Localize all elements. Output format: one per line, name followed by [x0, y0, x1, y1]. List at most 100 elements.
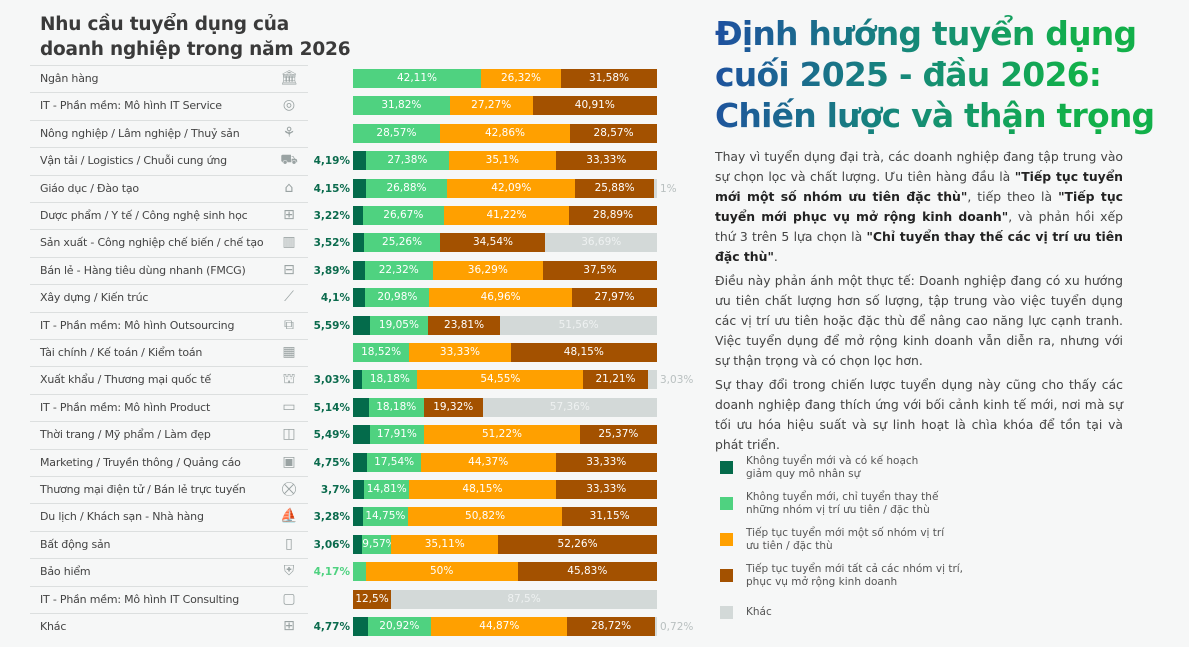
- legend-label: Tiếp tục tuyển mới một số nhóm vị trí ưu…: [746, 527, 945, 552]
- data-label: 25,88%: [594, 181, 635, 194]
- data-label: 48,15%: [563, 346, 604, 358]
- row-divider: [30, 311, 308, 313]
- legend-label: Không tuyển mới, chỉ tuyển thay thế nhữn…: [746, 491, 939, 516]
- data-label: 27,27%: [471, 99, 512, 112]
- bar-segment-3: 27,27%: [449, 96, 533, 116]
- legend-swatch: [720, 605, 733, 619]
- chart-row: Xuất khẩu / Thương mại quốc tế ⛫ 18,18% 54,…: [0, 366, 700, 393]
- row-divider: [30, 421, 308, 423]
- data-label-outside: 0,72%: [660, 621, 694, 633]
- category-label: Khác: [40, 620, 67, 633]
- bar-segment-3: 46,96%: [429, 288, 572, 308]
- bar-segment-4: 25,37%: [579, 425, 657, 445]
- paragraph-3: Sự thay đổi trong chiến lược tuyển dụng …: [715, 377, 1123, 452]
- stacked-bar: 20,92% 44,87% 28,72%: [353, 617, 657, 636]
- data-label: 50,82%: [465, 510, 506, 523]
- chart-row: Bảo hiểm ⛨ 50% 45,83% 4,17%: [0, 558, 700, 585]
- bar-segment-2: 14,81%: [364, 480, 410, 499]
- row-divider: [30, 92, 308, 94]
- data-label-outside: 3,03%: [660, 374, 694, 387]
- data-label-outside: 3,22%: [313, 210, 350, 222]
- bar-segment-3: 42,09%: [447, 178, 576, 198]
- data-label: 50%: [430, 565, 454, 578]
- shirt-icon: ◫: [282, 426, 296, 443]
- category-label: Xuất khẩu / Thương mại quốc tế: [40, 373, 211, 387]
- legend-label: Tiếp tục tuyển mới tất cả các nhóm vị tr…: [746, 563, 964, 588]
- chart-row: Sản xuất - Công nghiệp chế biến / chế tạ…: [0, 229, 700, 256]
- bar-segment-4: 33,33%: [555, 480, 657, 499]
- bar-segment-3: 41,22%: [443, 206, 570, 225]
- highlight-text: "Chỉ tuyển thay thế các vị trí ưu tiên đ…: [715, 229, 1123, 264]
- bar-segment-4: 21,21%: [583, 370, 648, 390]
- bar-segment-4: 12,5%: [353, 589, 391, 609]
- category-label: Vận tải / Logistics / Chuỗi cung ứng: [40, 154, 227, 168]
- legend-label: Khác: [746, 605, 772, 618]
- chart-title-line1: Nhu cầu tuyển dụng của: [40, 14, 290, 35]
- bar-segment-3: 50,82%: [407, 507, 563, 527]
- stacked-bar: 31,82% 27,27% 40,91%: [353, 96, 657, 116]
- bar-segment-1: [353, 151, 366, 171]
- row-divider: [30, 613, 308, 614]
- stacked-bar: 27,38% 35,1% 33,33%: [353, 151, 657, 171]
- stacked-bar: 14,75% 50,82% 31,15%: [353, 507, 657, 527]
- data-label: 35,1%: [485, 154, 519, 167]
- data-label-outside: 4,1%: [320, 292, 350, 305]
- bar-segment-1: [353, 288, 366, 308]
- data-label: 52,26%: [557, 537, 598, 550]
- stacked-bar: 18,18% 19,32% 57,36%: [353, 397, 657, 417]
- row-divider: [30, 174, 308, 176]
- category-label: IT - Phần mềm: Mô hình Product: [40, 400, 211, 414]
- bar-segment-4: 25,88%: [575, 178, 654, 198]
- legend-swatch: [720, 533, 733, 546]
- bar-segment-2: 14,75%: [362, 507, 408, 527]
- data-label: 28,89%: [593, 209, 634, 221]
- stacked-bar: 26,67% 41,22% 28,89%: [353, 206, 657, 225]
- data-label: 46,96%: [480, 291, 521, 304]
- highlight-text: "Tiếp tục tuyển mới phục vụ mở rộng kinh…: [715, 189, 1123, 224]
- data-label-outside: 5,14%: [313, 401, 350, 414]
- bar-segment-2: 20,98%: [365, 288, 430, 308]
- text: , và phản hồi xếp thứ 3 trên 5 lựa chọn …: [715, 209, 1124, 244]
- category-label: Thời trang / Mỹ phẩm / Làm đẹp: [40, 428, 211, 442]
- data-label: 42,11%: [396, 72, 438, 84]
- bar-segment-1: [353, 206, 363, 225]
- truck-icon: ⛟: [280, 152, 298, 169]
- stacked-bar: 19,05% 23,81% 51,56%: [353, 315, 657, 335]
- shield-icon: ⛨: [283, 563, 295, 580]
- bar-segment-4: 31,58%: [561, 69, 657, 88]
- chart-row: Du lịch / Khách sạn - Nhà hàng ⛵ 14,75% 50,…: [0, 503, 700, 530]
- data-label: 21,21%: [595, 373, 636, 386]
- category-label: Nông nghiệp / Lâm nghiệp / Thuỷ sản: [40, 126, 240, 140]
- chart-row: Thời trang / Mỹ phẩm / Làm đẹp ◫ 17,91% 51,…: [0, 421, 700, 448]
- data-label: 17,54%: [374, 455, 415, 468]
- bar-segment-2: 17,91%: [369, 425, 425, 445]
- data-label: 25,26%: [382, 236, 423, 249]
- bar-segment-1: [353, 452, 368, 472]
- category-label: Tài chính / Kế toán / Kiểm toán: [40, 346, 203, 359]
- data-label: 26,88%: [386, 181, 427, 194]
- building-icon: ▯: [285, 535, 293, 552]
- stacked-bar: 25,26% 34,54% 36,69%: [353, 233, 657, 253]
- category-label: Bất động sản: [40, 537, 111, 551]
- bar-segment-1: [353, 534, 363, 554]
- bar-segment-2: 18,52%: [353, 343, 410, 362]
- bar-segment-1: [353, 397, 369, 417]
- data-label: 31,58%: [588, 72, 630, 84]
- sailboat-icon: ⛵: [280, 508, 298, 525]
- data-label: 31,15%: [589, 510, 630, 523]
- row-divider: [30, 65, 308, 66]
- data-label-outside: 1%: [660, 182, 677, 195]
- row-divider: [30, 393, 308, 395]
- stacked-bar: 9,57% 35,11% 52,26%: [353, 534, 657, 554]
- chart-row: Marketing / Truyền thông / Quảng cáo ▣ 17,…: [0, 448, 700, 476]
- chart-row: IT - Phần mềm: Mô hình Outsourcing ⧉ 19,05…: [0, 311, 700, 339]
- data-label: 41,22%: [486, 209, 527, 221]
- bar-segment-4: 45,83%: [517, 562, 657, 582]
- data-label: 28,72%: [591, 620, 632, 632]
- data-label-outside: 4,17%: [313, 566, 350, 579]
- bar-segment-2: 19,05%: [369, 315, 428, 335]
- category-label: Marketing / Truyền thông / Quảng cáo: [40, 455, 241, 469]
- stacked-bar: 14,81% 48,15% 33,33%: [353, 480, 657, 499]
- bar-segment-4: 33,33%: [555, 452, 657, 472]
- stacked-bar: 17,91% 51,22% 25,37%: [353, 425, 657, 445]
